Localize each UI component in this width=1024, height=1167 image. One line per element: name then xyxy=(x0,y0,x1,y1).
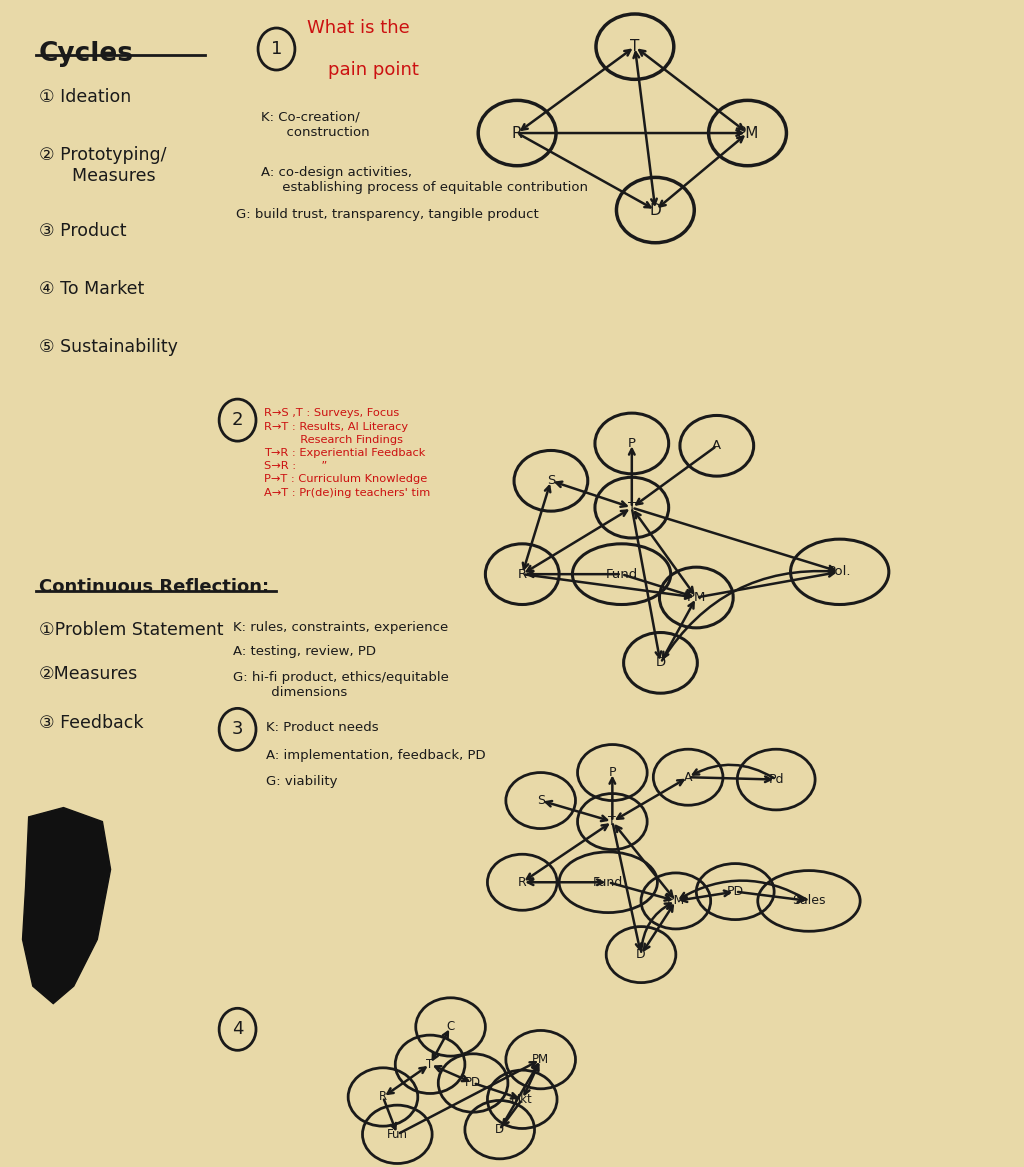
Text: Fund: Fund xyxy=(605,567,638,581)
Text: D: D xyxy=(649,203,662,217)
Text: K: rules, constraints, experience: K: rules, constraints, experience xyxy=(233,621,449,634)
Text: R: R xyxy=(512,126,522,140)
Text: T: T xyxy=(630,40,640,54)
Text: S: S xyxy=(547,474,555,488)
Text: A: implementation, feedback, PD: A: implementation, feedback, PD xyxy=(266,749,485,762)
Text: D: D xyxy=(496,1123,504,1137)
Text: Pol.: Pol. xyxy=(828,565,851,579)
Text: ③ Feedback: ③ Feedback xyxy=(39,714,143,732)
Text: K: Product needs: K: Product needs xyxy=(266,721,379,734)
Text: 2: 2 xyxy=(231,411,244,429)
Text: G: hi-fi product, ethics/equitable
         dimensions: G: hi-fi product, ethics/equitable dimen… xyxy=(233,671,450,699)
Text: G: build trust, transparency, tangible product: G: build trust, transparency, tangible p… xyxy=(236,208,539,221)
Text: A: A xyxy=(713,439,721,453)
Text: Sales: Sales xyxy=(793,894,825,908)
Text: D: D xyxy=(636,948,646,962)
Text: ② Prototyping/
      Measures: ② Prototyping/ Measures xyxy=(39,146,167,184)
Text: PM: PM xyxy=(736,126,759,140)
Text: C: C xyxy=(446,1020,455,1034)
Text: S: S xyxy=(537,794,545,808)
Text: 3: 3 xyxy=(231,720,244,739)
Text: 1: 1 xyxy=(270,40,283,58)
Text: T: T xyxy=(608,815,616,829)
Text: 4: 4 xyxy=(231,1020,244,1039)
Text: A: testing, review, PD: A: testing, review, PD xyxy=(233,645,377,658)
Text: PM: PM xyxy=(667,894,685,908)
Text: Fun: Fun xyxy=(387,1127,408,1141)
Text: D: D xyxy=(655,656,666,670)
Text: P: P xyxy=(608,766,616,780)
Text: ⑤ Sustainability: ⑤ Sustainability xyxy=(39,338,178,356)
Text: T: T xyxy=(426,1057,434,1071)
Text: ③ Product: ③ Product xyxy=(39,222,126,239)
Text: A: A xyxy=(684,770,692,784)
Text: Continuous Reflection:: Continuous Reflection: xyxy=(39,578,269,595)
Text: PM: PM xyxy=(687,591,706,605)
Text: Pd: Pd xyxy=(768,773,784,787)
Text: ②Measures: ②Measures xyxy=(39,665,138,683)
Text: R: R xyxy=(379,1090,387,1104)
Text: R: R xyxy=(518,567,526,581)
Text: Cycles: Cycles xyxy=(39,41,134,67)
Text: P: P xyxy=(628,436,636,450)
Text: A: co-design activities,
     establishing process of equitable contribution: A: co-design activities, establishing pr… xyxy=(261,166,588,194)
Text: R: R xyxy=(518,875,526,889)
Text: PD: PD xyxy=(727,885,743,899)
Text: Fund: Fund xyxy=(593,875,624,889)
Text: K: Co-creation/
      construction: K: Co-creation/ construction xyxy=(261,111,370,139)
Polygon shape xyxy=(23,808,111,1004)
Text: PM: PM xyxy=(532,1053,549,1067)
Text: G: viability: G: viability xyxy=(266,775,338,788)
Text: Mkt: Mkt xyxy=(511,1092,534,1106)
Text: ① Ideation: ① Ideation xyxy=(39,88,131,105)
Text: PD: PD xyxy=(465,1076,481,1090)
Text: T: T xyxy=(628,501,636,515)
Text: pain point: pain point xyxy=(328,61,419,78)
Text: ①Problem Statement: ①Problem Statement xyxy=(39,621,223,638)
Text: What is the: What is the xyxy=(307,20,410,37)
Text: ④ To Market: ④ To Market xyxy=(39,280,144,298)
Text: R→S ,T : Surveys, Focus
R→T : Results, AI Literacy
          Research Findings
T: R→S ,T : Surveys, Focus R→T : Results, A… xyxy=(264,408,430,497)
